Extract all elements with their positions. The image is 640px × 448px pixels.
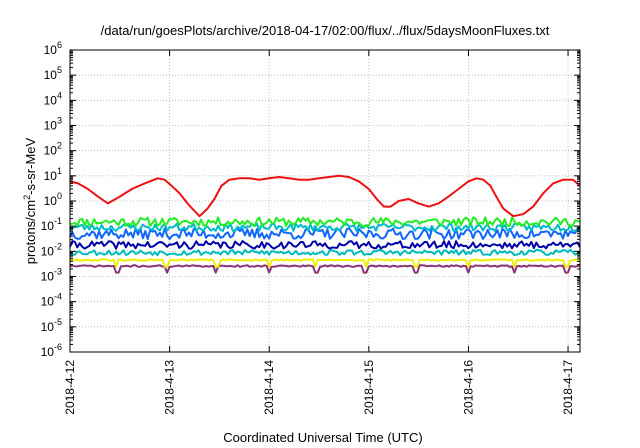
y-tick-base: 10: [44, 194, 58, 208]
y-tick-label: 10-6: [41, 342, 62, 359]
y-tick-exponent: -5: [54, 317, 62, 327]
y-tick-label: 10-2: [41, 241, 62, 258]
y-tick-base: 10: [44, 43, 58, 57]
y-tick-exponent: 6: [57, 40, 62, 50]
y-tick-label: 10-1: [41, 216, 62, 233]
y-tick-label: 10-3: [41, 267, 62, 284]
y-tick-base: 10: [44, 93, 58, 107]
y-tick-base: 10: [44, 144, 58, 158]
y-tick-label: 106: [44, 40, 62, 57]
y-tick-exponent: 2: [57, 141, 62, 151]
y-tick-exponent: -1: [54, 216, 62, 226]
y-tick-base: 10: [41, 295, 55, 309]
y-tick-label: 10-5: [41, 317, 62, 334]
y-tick-base: 10: [44, 68, 58, 82]
x-tick-label: 2018-4-14: [262, 360, 276, 415]
grid: [70, 50, 580, 352]
y-tick-base: 10: [41, 219, 55, 233]
ticks: [69, 49, 580, 353]
series-line: [69, 222, 581, 233]
x-tick-label: 2018-4-17: [561, 360, 575, 415]
y-tick-exponent: -6: [54, 342, 62, 352]
y-tick-base: 10: [41, 345, 55, 359]
y-tick-label: 10-4: [41, 292, 62, 309]
y-tick-base: 10: [41, 270, 55, 284]
x-axis-label: Coordinated Universal Time (UTC): [223, 430, 422, 445]
y-tick-label: 102: [44, 141, 62, 158]
y-axis-label-pre: protons/cm: [23, 200, 38, 264]
y-tick-exponent: 4: [57, 90, 62, 100]
y-tick-base: 10: [41, 244, 55, 258]
y-tick-exponent: -3: [54, 267, 62, 277]
y-tick-base: 10: [44, 119, 58, 133]
y-tick-exponent: -4: [54, 292, 62, 302]
x-tick-label: 2018-4-16: [461, 360, 475, 415]
chart-title: /data/run/goesPlots/archive/2018-04-17/0…: [101, 23, 550, 38]
x-tick-label: 2018-4-12: [63, 360, 77, 415]
series-line: [69, 240, 581, 250]
y-axis-label-sup: 2: [22, 195, 32, 200]
series-layer: [69, 174, 581, 274]
x-tick-label: 2018-4-13: [163, 360, 177, 415]
x-tick-label: 2018-4-15: [362, 360, 376, 415]
y-tick-label: 103: [44, 116, 62, 133]
y-tick-base: 10: [44, 169, 58, 183]
y-tick-exponent: 0: [57, 191, 62, 201]
x-tick-labels: 2018-4-12 2018-4-13 2018-4-14 2018-4-15 2018…: [63, 360, 575, 415]
y-tick-label: 101: [44, 166, 62, 183]
y-axis-label-post: -s-sr-MeV: [23, 137, 38, 194]
y-tick-exponent: -2: [54, 241, 62, 251]
series-line: [69, 174, 581, 218]
y-tick-exponent: 3: [57, 116, 62, 126]
y-tick-exponent: 1: [57, 166, 62, 176]
series-line: [69, 258, 580, 268]
y-tick-base: 10: [41, 320, 55, 334]
series-line: [69, 248, 581, 257]
series-line: [69, 227, 581, 241]
y-tick-label: 104: [44, 90, 62, 107]
y-tick-labels: 10-610-510-410-310-210-11001011021031041…: [41, 40, 62, 359]
y-tick-label: 105: [44, 65, 62, 82]
y-tick-exponent: 5: [57, 65, 62, 75]
series-line: [69, 264, 581, 274]
series-line: [69, 216, 581, 228]
y-tick-label: 100: [44, 191, 62, 208]
y-axis-label: protons/cm2-s-sr-MeV: [22, 137, 38, 264]
